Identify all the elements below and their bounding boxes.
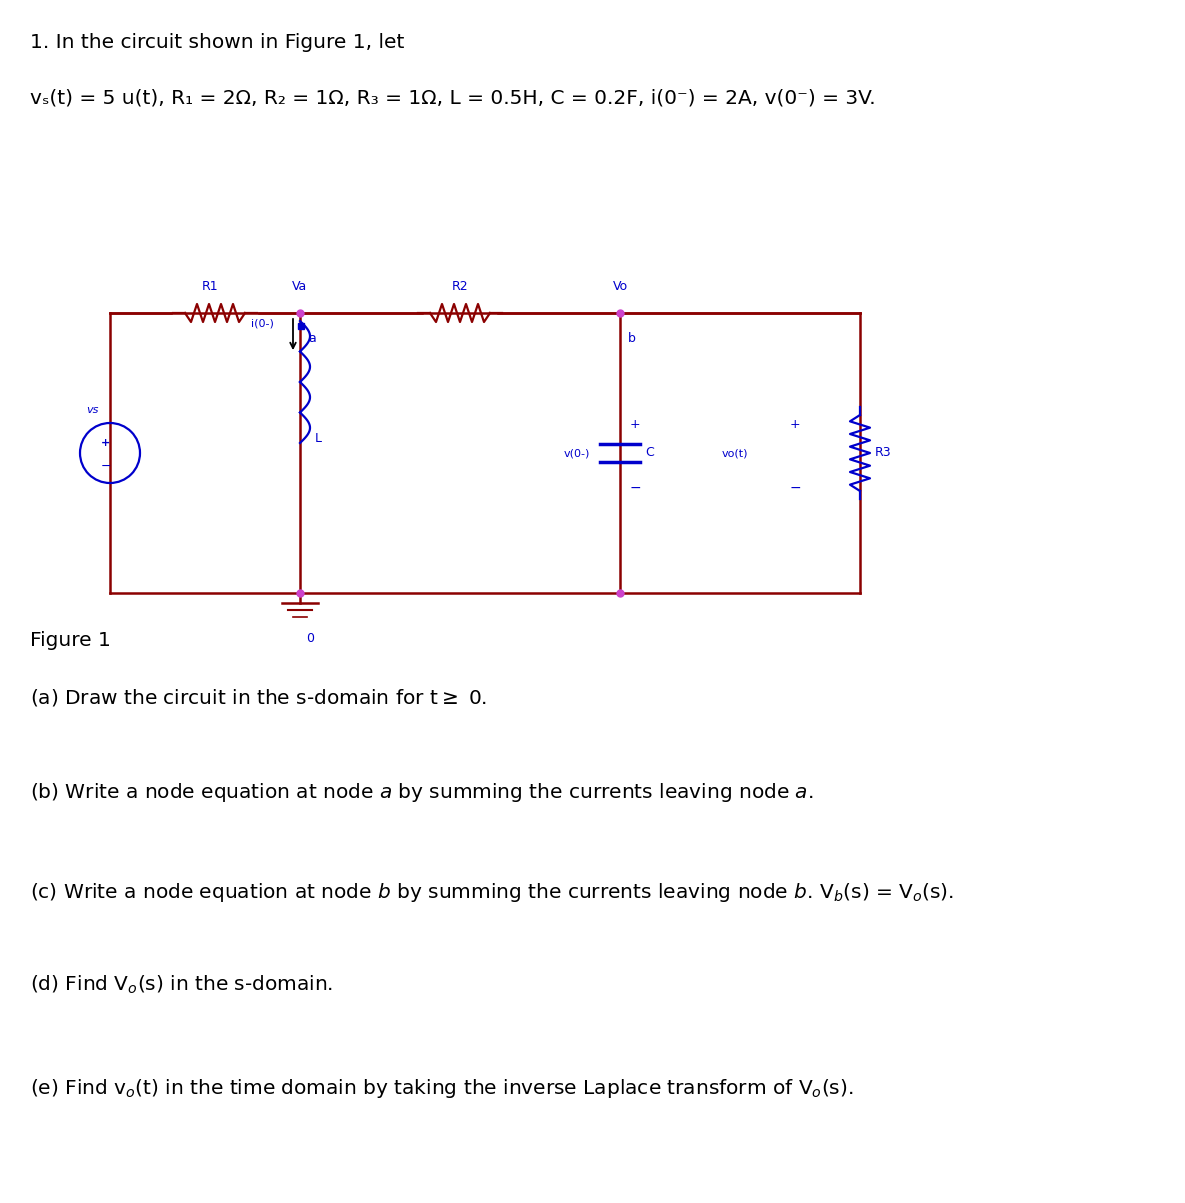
Text: vs: vs [85,405,98,415]
Text: Vo: Vo [613,280,628,294]
Text: +: + [790,419,801,432]
Text: (c) Write a node equation at node $\it{b}$ by summing the currents leaving node : (c) Write a node equation at node $\it{b… [30,882,954,905]
Text: 1. In the circuit shown in Figure 1, let: 1. In the circuit shown in Figure 1, let [30,34,404,53]
Text: (a) Draw the circuit in the s-domain for t$\geq$ 0.: (a) Draw the circuit in the s-domain for… [30,687,487,709]
Text: b: b [628,332,636,344]
Text: R3: R3 [875,446,891,460]
Text: R2: R2 [451,280,468,294]
Text: i(0-): i(0-) [250,319,274,328]
Text: v(0-): v(0-) [564,448,590,458]
Text: +: + [630,419,641,432]
Text: Va: Va [293,280,308,294]
Text: vo(t): vo(t) [722,448,748,458]
Text: (b) Write a node equation at node $\it{a}$ by summing the currents leaving node : (b) Write a node equation at node $\it{a… [30,782,814,805]
Text: +: + [102,438,110,448]
Text: a: a [308,332,315,344]
Text: Figure 1: Figure 1 [30,632,111,651]
Text: L: L [315,432,322,444]
Text: vₛ(t) = 5 u(t), R₁ = 2Ω, R₂ = 1Ω, R₃ = 1Ω, L = 0.5H, C = 0.2F, i(0⁻) = 2A, v(0⁻): vₛ(t) = 5 u(t), R₁ = 2Ω, R₂ = 1Ω, R₃ = 1… [30,89,876,107]
Text: −: − [101,460,111,473]
Text: (d) Find V$_o$(s) in the s-domain.: (d) Find V$_o$(s) in the s-domain. [30,974,333,996]
Text: 0: 0 [306,632,314,645]
Text: R1: R1 [201,280,218,294]
Text: −: − [630,481,641,494]
Text: C: C [645,446,654,460]
Text: −: − [790,481,801,494]
Text: (e) Find v$_o$(t) in the time domain by taking the inverse Laplace transform of : (e) Find v$_o$(t) in the time domain by … [30,1077,853,1100]
